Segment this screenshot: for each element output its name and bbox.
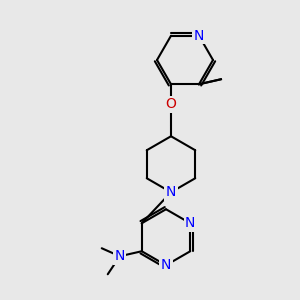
Text: N: N (185, 216, 195, 230)
Text: N: N (161, 258, 171, 272)
Text: N: N (194, 29, 204, 43)
Text: N: N (115, 249, 125, 263)
Text: N: N (166, 185, 176, 199)
Text: O: O (166, 97, 176, 111)
